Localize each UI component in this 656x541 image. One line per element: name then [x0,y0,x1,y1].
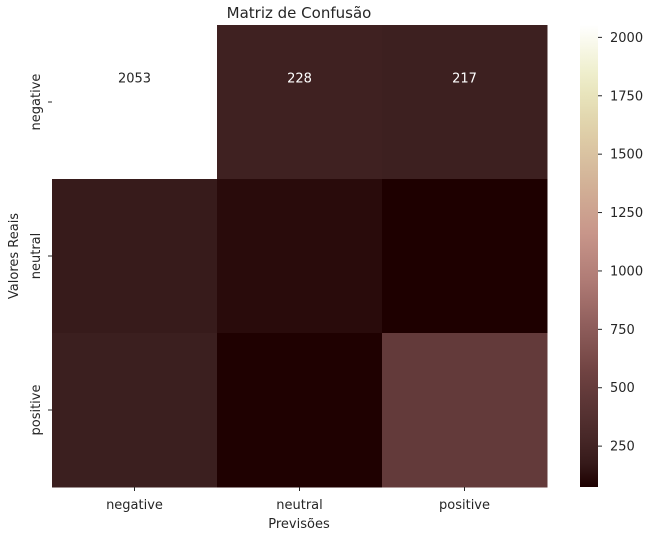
colorbar-ticks: 250 500 750 1000 1250 1500 1750 2000 [598,31,643,455]
heatmap-cell [382,179,548,334]
colorbar-tick-label: 1500 [610,148,643,163]
x-tick-label: positive [439,498,490,513]
heatmap-cell [217,179,383,334]
heatmap-cell-value: 228 [287,72,312,87]
colorbar-tick-label: 1750 [610,89,643,104]
y-axis-ticks: negative neutral positive [29,74,52,436]
heatmap-cell [217,333,383,488]
y-tick-label: negative [29,74,44,131]
heatmap-cell [52,25,218,180]
colorbar-tick-label: 500 [610,381,635,396]
colorbar-tick-label: 750 [610,323,635,338]
x-tick-label: negative [106,498,163,513]
colorbar-tick-label: 250 [610,440,635,455]
heatmap-cell [217,25,383,180]
colorbar-tick-label: 1250 [610,206,643,221]
x-tick-label: neutral [276,498,323,513]
heatmap-annotations: 2053 228 217 [118,72,477,87]
y-axis-label: Valores Reais [7,213,22,299]
heatmap-cell [52,179,218,334]
heatmap-cells [52,25,548,488]
heatmap-cell-value: 2053 [118,72,151,87]
heatmap-cell [382,333,548,488]
heatmap-cell [382,25,548,180]
y-tick-label: neutral [29,233,44,280]
chart-title: Matriz de Confusão [227,4,372,22]
colorbar [580,25,598,487]
heatmap-cell [52,333,218,488]
colorbar-tick-label: 2000 [610,31,643,46]
x-axis-ticks: negative neutral positive [106,487,490,513]
x-axis-label: Previsões [268,517,330,532]
colorbar-tick-label: 1000 [610,264,643,279]
y-tick-label: positive [29,385,44,436]
heatmap-cell-value: 217 [452,72,477,87]
